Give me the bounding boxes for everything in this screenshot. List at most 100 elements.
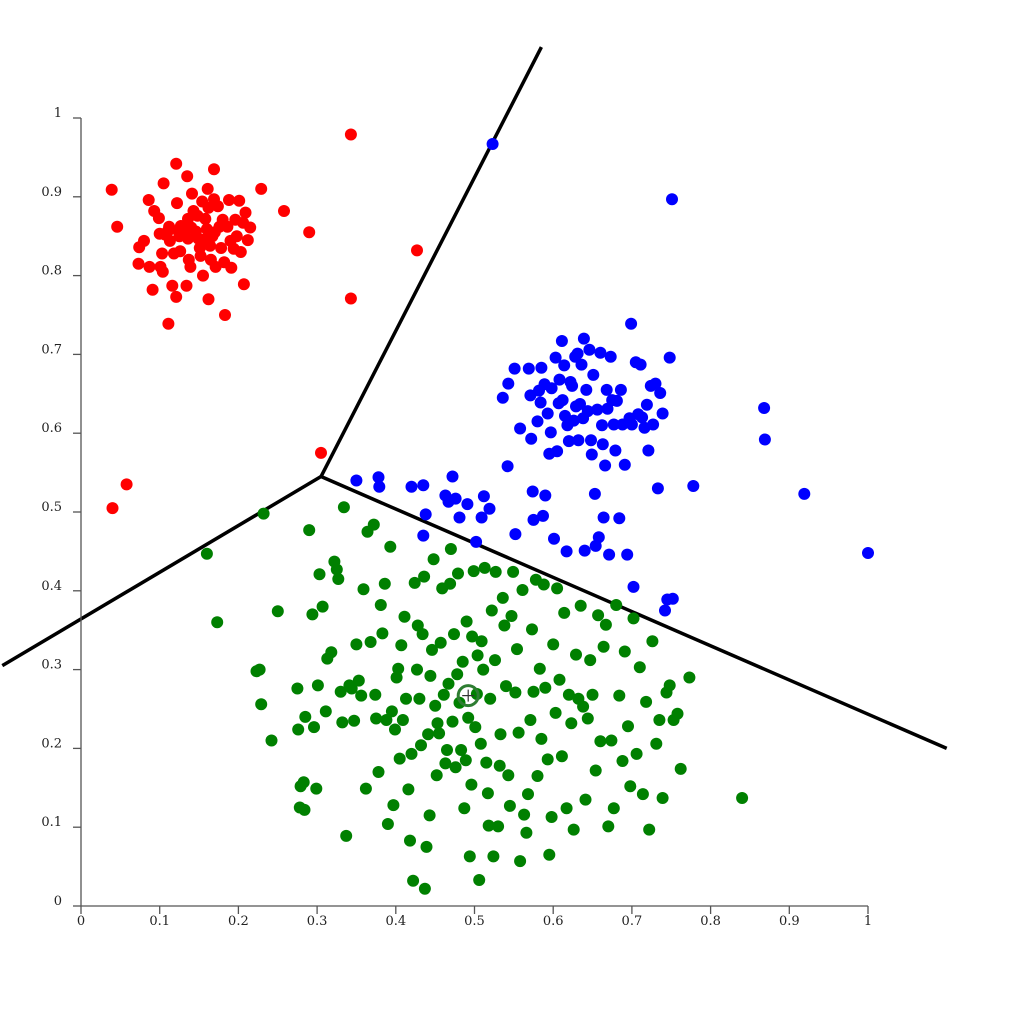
data-point xyxy=(152,212,165,225)
data-point xyxy=(163,220,176,233)
data-point xyxy=(594,346,607,359)
data-point xyxy=(646,635,659,648)
x-tick-label: 0.9 xyxy=(779,914,800,929)
y-tick-label: 0.4 xyxy=(41,579,62,594)
data-point xyxy=(531,770,544,782)
data-point xyxy=(522,362,535,375)
data-point xyxy=(180,279,193,292)
data-point xyxy=(422,728,435,741)
data-point xyxy=(142,194,155,206)
y-tick-label: 0.2 xyxy=(41,736,62,751)
data-point xyxy=(405,747,418,760)
data-point xyxy=(541,753,554,766)
data-point xyxy=(364,636,377,648)
data-point xyxy=(505,610,518,622)
data-point xyxy=(604,350,617,363)
data-point xyxy=(221,220,234,233)
data-point xyxy=(798,487,811,500)
data-point xyxy=(482,819,495,832)
data-point xyxy=(602,820,615,833)
data-point xyxy=(373,480,386,493)
y-tick-label: 0.5 xyxy=(41,500,62,515)
data-point xyxy=(588,487,601,500)
data-point xyxy=(625,317,638,330)
data-point xyxy=(537,578,550,591)
data-point xyxy=(111,220,124,233)
data-point xyxy=(477,490,490,503)
data-point xyxy=(475,635,488,648)
data-point xyxy=(316,600,329,613)
x-tick-label: 0.3 xyxy=(307,914,328,929)
data-point xyxy=(404,834,416,847)
data-point xyxy=(607,418,620,431)
data-points xyxy=(105,128,874,895)
data-point xyxy=(170,157,183,170)
data-point xyxy=(211,200,224,213)
data-point xyxy=(174,245,187,258)
data-point xyxy=(543,848,556,861)
data-point xyxy=(332,573,345,585)
data-point xyxy=(656,407,669,420)
data-point xyxy=(666,592,679,605)
data-point xyxy=(591,403,604,416)
data-point xyxy=(636,788,649,801)
data-point xyxy=(208,163,220,176)
data-point xyxy=(656,792,669,804)
data-point xyxy=(348,714,361,727)
data-point xyxy=(522,788,534,801)
data-point xyxy=(503,799,516,812)
data-point xyxy=(417,529,430,542)
data-point xyxy=(199,212,212,225)
y-tick-label: 0.9 xyxy=(41,185,62,200)
data-point xyxy=(385,705,398,718)
data-point xyxy=(507,565,520,578)
data-point xyxy=(402,783,415,796)
data-point xyxy=(278,205,290,217)
data-point xyxy=(162,317,175,330)
data-point xyxy=(671,707,684,720)
data-point xyxy=(156,247,169,260)
data-point xyxy=(470,535,483,548)
data-point xyxy=(372,471,385,484)
data-point xyxy=(308,721,320,734)
data-point xyxy=(420,840,433,853)
data-point xyxy=(480,756,493,769)
data-point xyxy=(625,418,638,431)
data-point xyxy=(518,808,531,821)
data-point xyxy=(607,802,620,815)
data-point xyxy=(478,561,491,574)
data-point xyxy=(426,643,438,656)
data-point xyxy=(599,618,612,631)
x-tick-label: 0.8 xyxy=(700,914,721,929)
data-point xyxy=(596,419,608,432)
data-point xyxy=(610,394,623,407)
data-point xyxy=(255,698,268,711)
data-point xyxy=(572,434,585,447)
data-point xyxy=(577,700,590,713)
data-point xyxy=(355,689,368,702)
data-point xyxy=(393,752,406,765)
data-point xyxy=(545,382,558,395)
data-point xyxy=(433,727,446,740)
data-point xyxy=(367,518,380,531)
data-point xyxy=(636,411,649,424)
y-tick-label: 0.3 xyxy=(41,658,62,673)
data-point xyxy=(514,855,527,868)
data-point xyxy=(460,615,473,628)
data-point xyxy=(481,787,494,800)
boundary-line-2 xyxy=(1,475,322,668)
data-point xyxy=(380,714,393,726)
data-point xyxy=(562,435,575,448)
data-point xyxy=(473,874,486,886)
data-point xyxy=(574,599,587,612)
data-point xyxy=(585,434,597,447)
data-point xyxy=(230,230,243,243)
data-point xyxy=(392,662,405,675)
data-point xyxy=(589,764,602,777)
data-point xyxy=(633,661,646,674)
data-point xyxy=(186,187,198,200)
data-point xyxy=(120,478,133,491)
data-point xyxy=(201,182,214,195)
data-point xyxy=(163,234,176,247)
data-point xyxy=(345,682,358,695)
